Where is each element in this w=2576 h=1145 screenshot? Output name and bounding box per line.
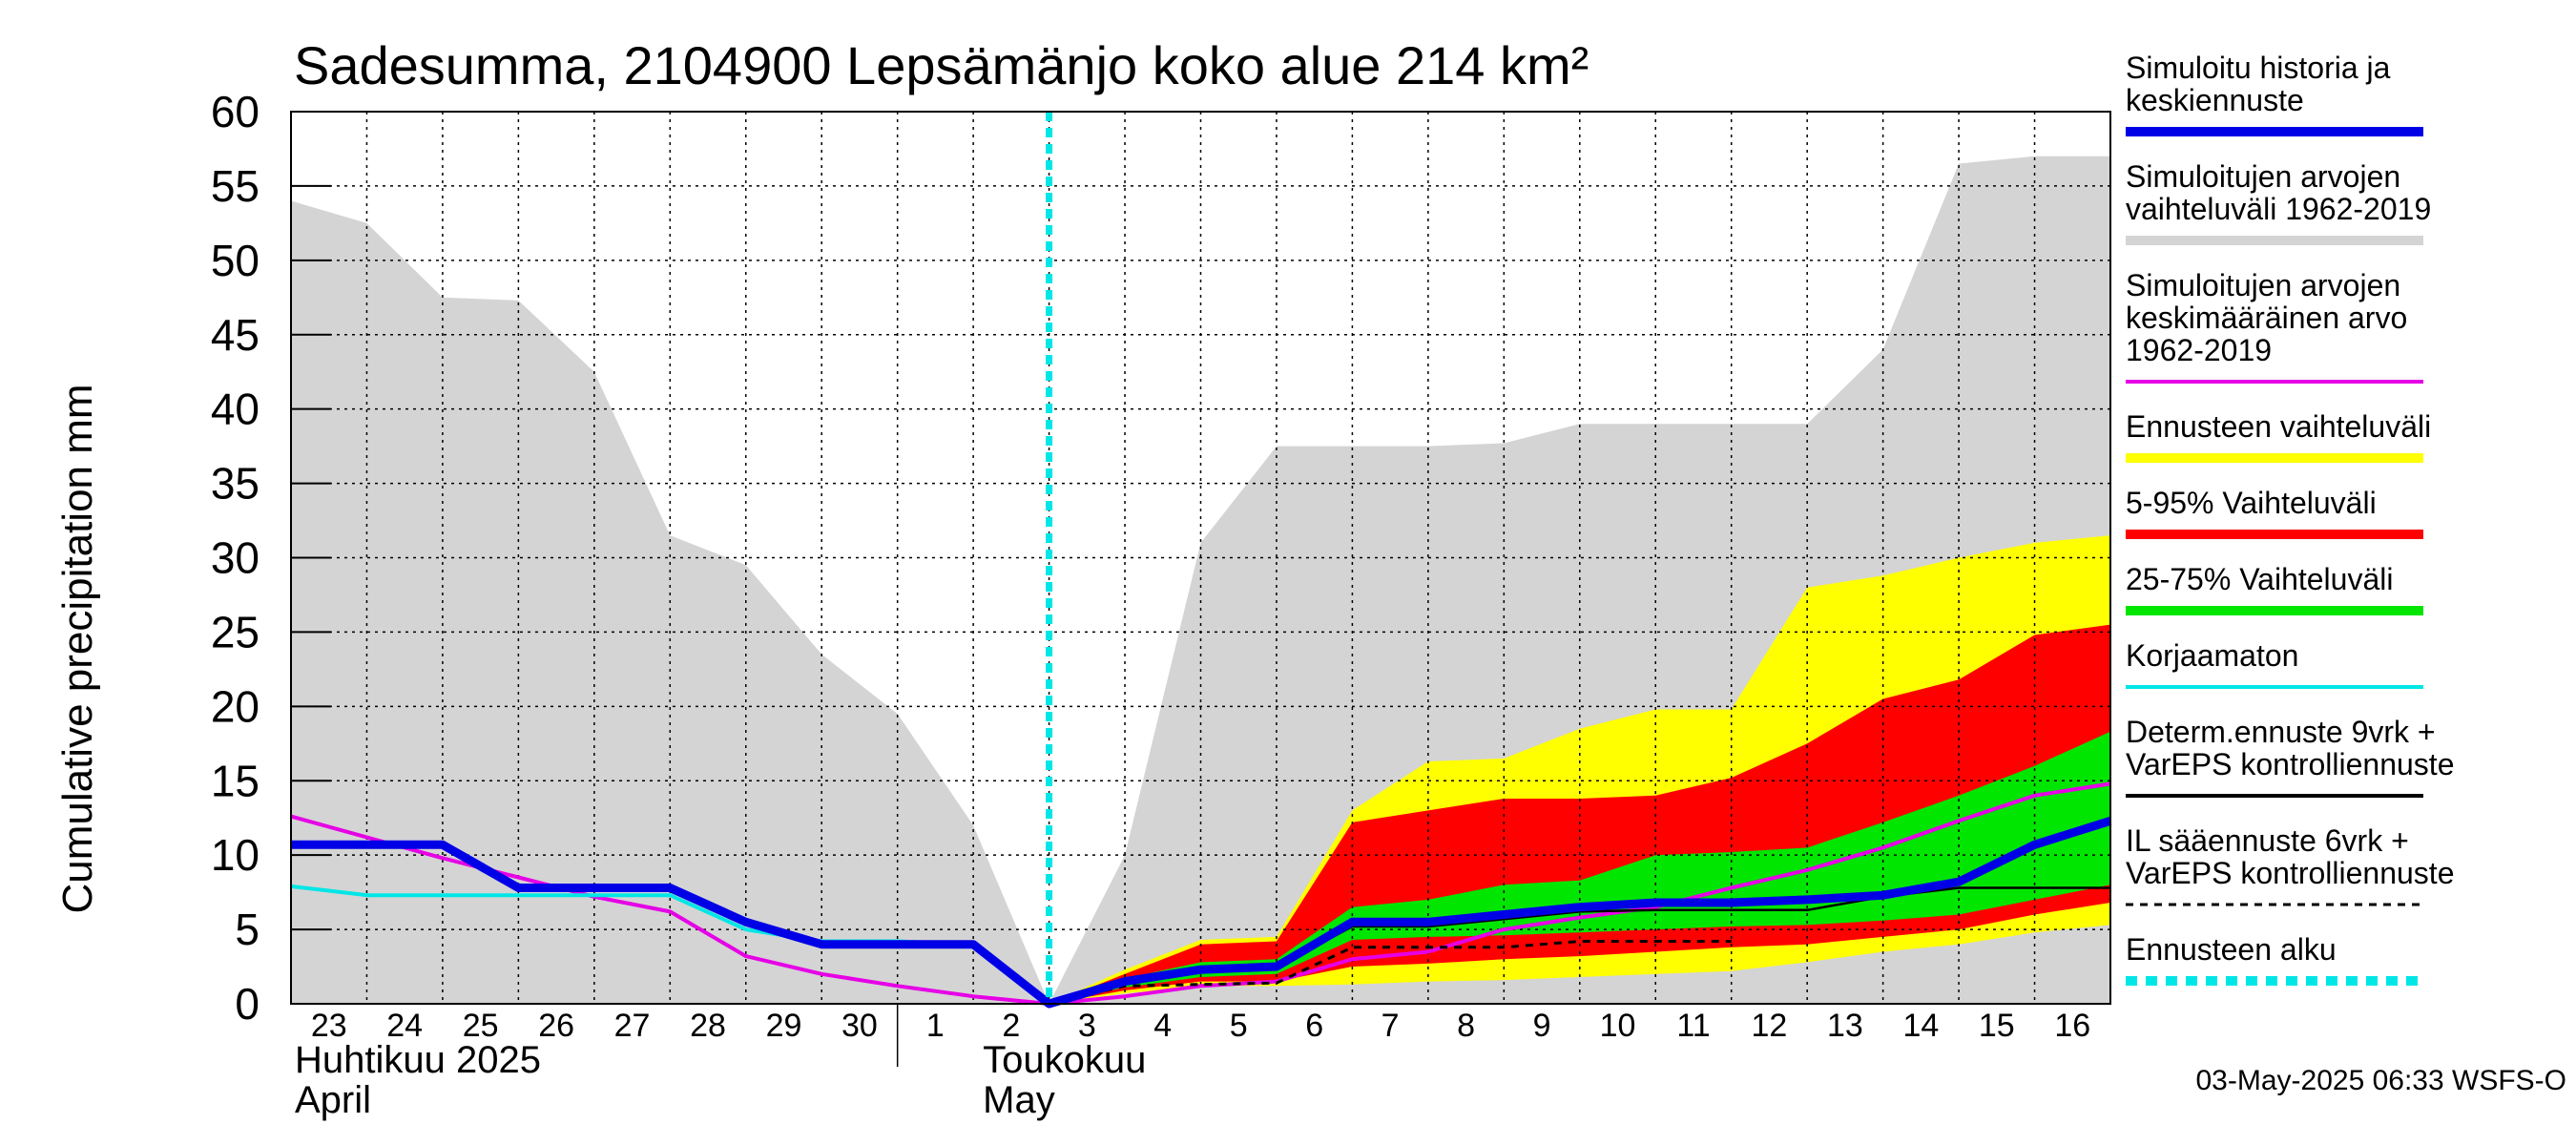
legend-label: keskimääräinen arvo xyxy=(2126,301,2407,335)
x-tick-label: 28 xyxy=(690,1008,726,1044)
chart-title: Sadesumma, 2104900 Lepsämänjo koko alue … xyxy=(294,35,1589,95)
y-tick-label: 40 xyxy=(211,385,260,434)
legend-label: 25-75% Vaihteluväli xyxy=(2126,562,2393,596)
legend-label: vaihteluväli 1962-2019 xyxy=(2126,192,2431,226)
legend-label: IL sääennuste 6vrk + xyxy=(2126,823,2409,858)
legend-label: Ennusteen vaihteluväli xyxy=(2126,409,2431,444)
legend-label: keskiennuste xyxy=(2126,83,2304,117)
y-tick-label: 30 xyxy=(211,533,260,583)
x-tick-label: 25 xyxy=(463,1008,499,1044)
y-tick-label: 10 xyxy=(211,830,260,880)
simulated-history-median-line xyxy=(291,817,2112,1009)
x-tick-label: 16 xyxy=(2054,1008,2090,1044)
x-tick-label: 11 xyxy=(1676,1008,1710,1044)
x-tick-label: 8 xyxy=(1457,1008,1475,1044)
x-tick-label: 13 xyxy=(1827,1008,1863,1044)
legend-label: VarEPS kontrolliennuste xyxy=(2126,747,2454,781)
y-tick-label: 5 xyxy=(235,905,260,954)
legend-label: Determ.ennuste 9vrk + xyxy=(2126,715,2436,749)
y-tick-label: 60 xyxy=(211,87,260,136)
x-tick-label: 23 xyxy=(311,1008,347,1044)
grid xyxy=(291,112,2110,1004)
month-label-en: May xyxy=(983,1079,1055,1121)
x-tick-label: 12 xyxy=(1752,1008,1788,1044)
x-tick-label: 26 xyxy=(538,1008,574,1044)
legend-label: Simuloitu historia ja xyxy=(2126,51,2391,85)
legend-label: Simuloitujen arvojen xyxy=(2126,268,2400,302)
x-tick-label: 1 xyxy=(926,1008,945,1044)
y-tick-label: 55 xyxy=(211,161,260,211)
plot-area xyxy=(290,112,2112,1009)
x-tick-label: 2 xyxy=(1002,1008,1020,1044)
legend-label: 1962-2019 xyxy=(2126,333,2272,367)
y-tick-label: 50 xyxy=(211,236,260,285)
y-tick-label: 20 xyxy=(211,681,260,731)
x-tick-label: 29 xyxy=(766,1008,802,1044)
y-tick-label: 15 xyxy=(211,756,260,805)
x-tick-label: 9 xyxy=(1533,1008,1551,1044)
legend-label: VarEPS kontrolliennuste xyxy=(2126,856,2454,890)
x-tick-label: 3 xyxy=(1078,1008,1096,1044)
x-tick-label: 27 xyxy=(614,1008,651,1044)
y-axis-label: Cumulative precipitation mm xyxy=(54,384,101,913)
legend-label: Ennusteen alku xyxy=(2126,932,2337,967)
y-tick-label: 45 xyxy=(211,310,260,360)
il-forecast-control-line xyxy=(1049,940,1732,1006)
x-tick-label: 10 xyxy=(1600,1008,1636,1044)
timestamp: 03-May-2025 06:33 WSFS-O xyxy=(2196,1065,2567,1096)
x-tick-label: 15 xyxy=(1979,1008,2015,1044)
legend-label: 5-95% Vaihteluväli xyxy=(2126,486,2377,520)
x-tick-label: 24 xyxy=(386,1008,423,1044)
month-label-en: April xyxy=(295,1079,371,1121)
y-tick-label: 0 xyxy=(235,979,260,1029)
month-label-fi: Huhtikuu 2025 xyxy=(295,1039,541,1081)
month-label-fi: Toukokuu xyxy=(983,1039,1146,1081)
legend-label: Korjaamaton xyxy=(2126,638,2298,673)
p25-75-area xyxy=(1049,731,2110,1004)
y-tick-label: 25 xyxy=(211,607,260,656)
x-tick-label: 6 xyxy=(1305,1008,1323,1044)
x-tick-label: 7 xyxy=(1381,1008,1400,1044)
x-tick-label: 5 xyxy=(1230,1008,1248,1044)
legend-label: Simuloitujen arvojen xyxy=(2126,159,2400,194)
x-tick-label: 14 xyxy=(1902,1008,1939,1044)
y-tick-label: 35 xyxy=(211,459,260,509)
x-tick-label: 30 xyxy=(841,1008,878,1044)
x-tick-label: 4 xyxy=(1153,1008,1172,1044)
